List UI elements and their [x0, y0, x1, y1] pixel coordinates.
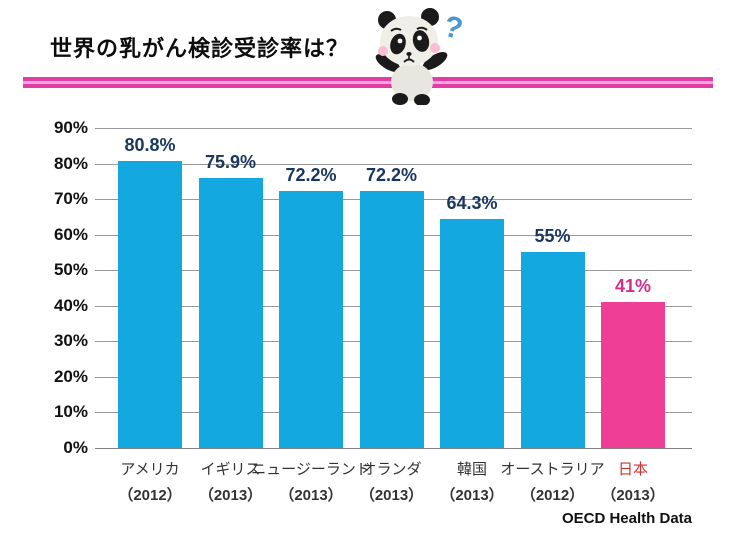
panda-nose [406, 52, 412, 56]
panda-left-foot [392, 93, 408, 105]
panda-left-brow [390, 27, 402, 32]
gridline [95, 128, 692, 129]
bar-value-label: 64.3% [446, 193, 498, 214]
panda-left-eye [390, 33, 406, 55]
panda-left-blush [378, 46, 388, 56]
bar [198, 178, 263, 448]
question-mark-icon: ? [440, 10, 466, 46]
y-tick-label: 50% [53, 260, 88, 280]
category-year-label: （2013） [279, 487, 343, 504]
category-year-label: （2013） [601, 487, 665, 504]
bar-value-label: 72.2% [365, 165, 418, 186]
page-title: 世界の乳がん検診受診率は？ [50, 36, 350, 61]
bar [118, 160, 182, 448]
y-tick-label: 0% [63, 438, 88, 457]
panda-right-brow [416, 26, 428, 31]
divider-line-middle [23, 81, 713, 84]
divider-line-top [23, 77, 713, 81]
y-tick-label: 70% [53, 189, 88, 209]
bar-value-label: 72.2% [285, 165, 337, 186]
bar [440, 219, 504, 448]
y-tick-label: 10% [53, 402, 88, 422]
bar [601, 302, 665, 448]
y-tick-label: 80% [53, 153, 88, 173]
y-tick-label: 20% [53, 366, 88, 386]
gridline [95, 448, 692, 449]
bar-value-label: 41% [614, 276, 652, 297]
panda-right-eye [412, 30, 430, 52]
divider-line-bottom [23, 84, 713, 88]
bar-value-label: 80.8% [124, 134, 176, 155]
category-year-label: （2012） [520, 487, 585, 504]
bar-value-label: 55% [534, 226, 571, 247]
category-year-label: （2013） [359, 487, 424, 504]
category-label: ニュージーランド [251, 461, 371, 478]
category-label: オランダ [361, 461, 422, 478]
category-label: オーストラリア [500, 461, 605, 478]
panda-right-arm [422, 52, 448, 70]
y-tick-label: 90% [53, 118, 88, 137]
category-label: 日本 [617, 461, 648, 478]
panda-right-foot [414, 94, 430, 105]
panda-mascot-icon: ? [375, 8, 466, 105]
category-label: アメリカ [120, 461, 180, 478]
category-label: 韓国 [456, 461, 487, 478]
panda-mouth [403, 58, 415, 63]
bar [279, 191, 343, 448]
source-label: OECD Health Data [561, 510, 692, 527]
y-tick-label: 40% [53, 295, 88, 315]
panda-body [391, 63, 433, 101]
y-tick-label: 30% [53, 331, 88, 351]
panda-left-arm [375, 54, 401, 72]
y-tick-label: 60% [53, 224, 88, 244]
bar [359, 191, 424, 448]
category-year-label: （2012） [118, 487, 182, 504]
panda-right-pupil [417, 35, 422, 41]
gridline [95, 163, 692, 165]
bar-value-label: 75.9% [204, 152, 257, 173]
category-year-label: （2013） [440, 487, 504, 504]
category-year-label: （2013） [198, 487, 263, 504]
category-label: イギリス [200, 461, 261, 478]
pink-divider [23, 77, 713, 88]
bar [520, 252, 585, 448]
panda-left-pupil [397, 38, 403, 44]
panda-right-blush [430, 43, 440, 53]
